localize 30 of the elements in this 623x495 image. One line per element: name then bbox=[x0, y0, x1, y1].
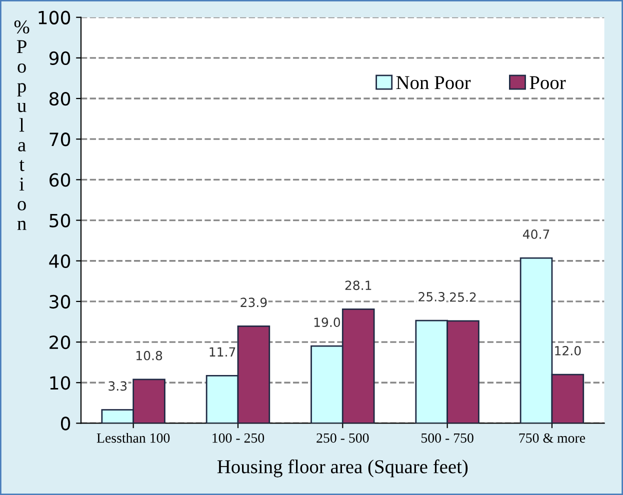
data-label: 25.2 bbox=[450, 292, 476, 302]
y-tick-label: 80 bbox=[50, 92, 70, 106]
x-tick-label: 500 - 750 bbox=[422, 433, 474, 443]
x-tick-label: 250 - 500 bbox=[316, 433, 369, 443]
y-tick-label: 10 bbox=[50, 376, 70, 390]
y-tick-label: 100 bbox=[38, 10, 70, 24]
y-tick-label: 60 bbox=[50, 173, 70, 187]
x-tick-label: 100 - 250 bbox=[212, 433, 264, 443]
x-axis-title: Housing floor area (Square feet) bbox=[217, 459, 468, 478]
data-label: 19.0 bbox=[314, 318, 340, 328]
y-tick-label: 50 bbox=[50, 214, 70, 228]
data-label: 10.8 bbox=[136, 350, 162, 360]
y-tick-label: 20 bbox=[50, 336, 70, 350]
data-label: 3.3 bbox=[108, 381, 127, 391]
data-label: 40.7 bbox=[522, 229, 550, 239]
data-label: 23.9 bbox=[240, 298, 267, 308]
x-tick-label: 750 & more bbox=[519, 433, 586, 443]
y-tick-label: 0 bbox=[60, 416, 70, 430]
x-tick-label: Lessthan 100 bbox=[96, 432, 170, 443]
data-label: 12.0 bbox=[555, 346, 581, 356]
y-tick-label: 30 bbox=[50, 294, 70, 309]
data-label: 25.3 bbox=[418, 292, 445, 302]
legend-label: Non Poor bbox=[396, 76, 471, 90]
y-tick-label: 90 bbox=[49, 51, 70, 66]
text: % Population bbox=[14, 20, 30, 230]
y-tick-label: 40 bbox=[49, 254, 70, 268]
data-label: 11.7 bbox=[210, 347, 236, 356]
data-label: 28.1 bbox=[345, 280, 372, 290]
legend-label: Poor bbox=[530, 76, 566, 90]
y-tick-label: 70 bbox=[50, 132, 70, 146]
